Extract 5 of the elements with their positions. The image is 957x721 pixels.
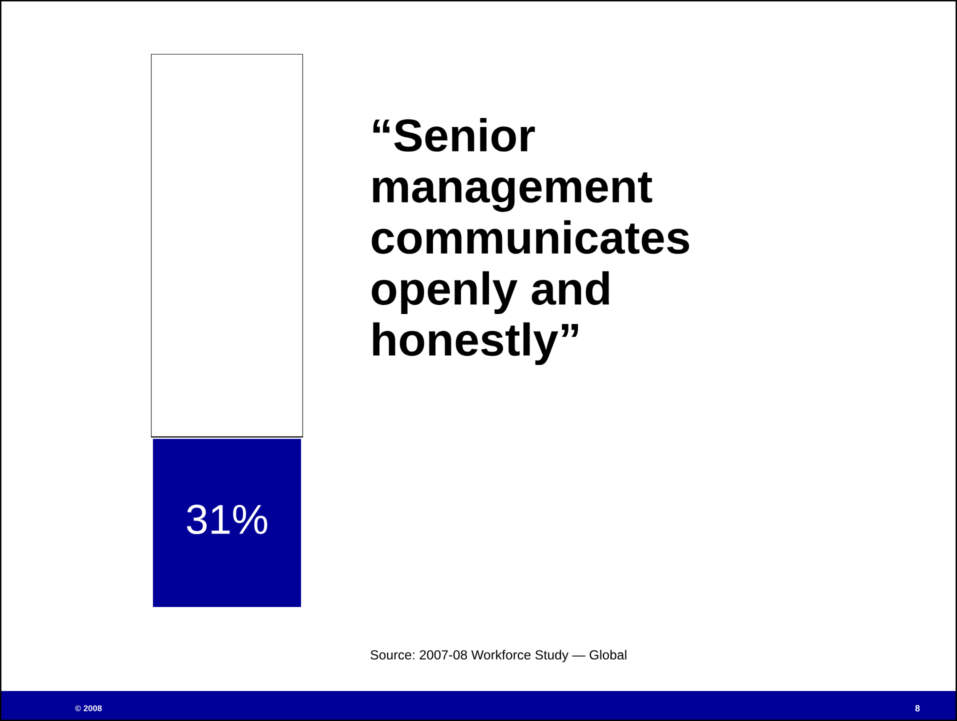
text: “Senior management communicates openly and honestly” bbox=[372, 118, 690, 366]
source-note: Source: 2007-08 Workforce Study — Global bbox=[370, 650, 626, 662]
text: 8 bbox=[915, 705, 920, 712]
data-label: 31% bbox=[186, 504, 268, 534]
text: © 2008 bbox=[75, 705, 102, 712]
